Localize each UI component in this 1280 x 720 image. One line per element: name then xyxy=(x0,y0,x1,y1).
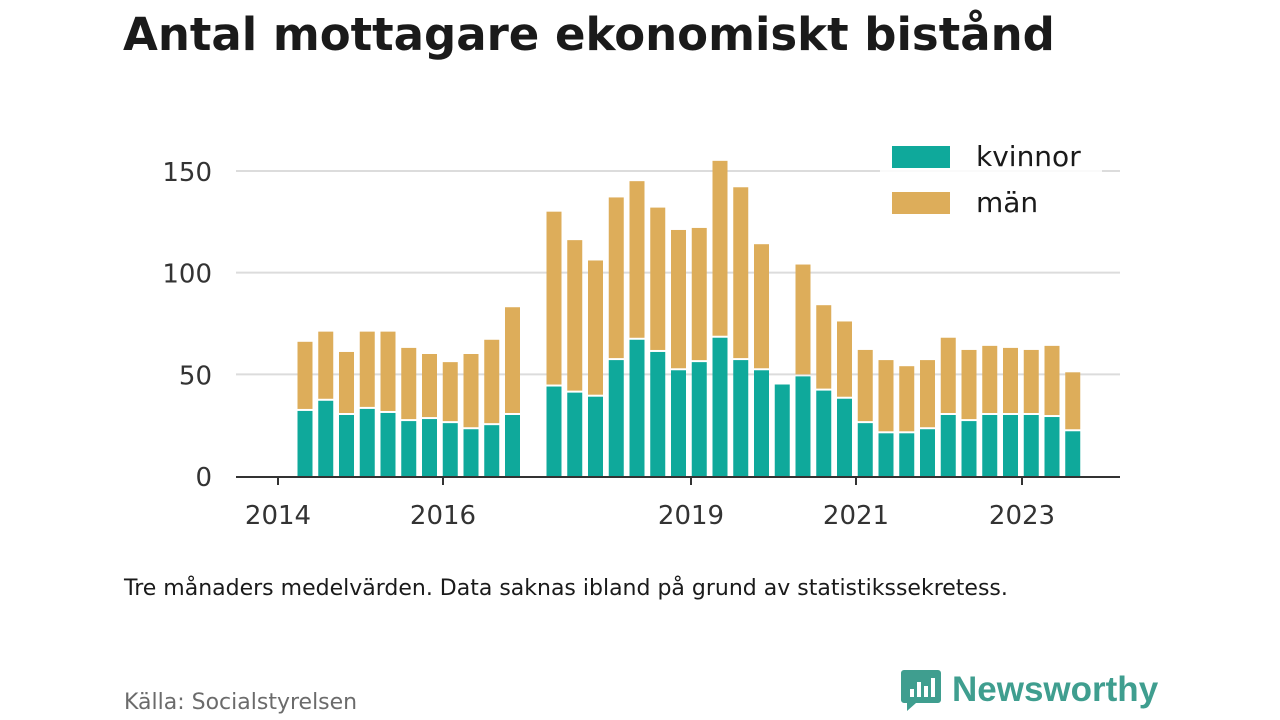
bar-kvinnor xyxy=(961,421,977,476)
bar-kvinnor xyxy=(380,412,396,476)
chart-note: Tre månaders medelvärden. Data saknas ib… xyxy=(124,576,1008,601)
bar-man xyxy=(608,197,624,359)
bar-kvinnor xyxy=(1023,415,1039,476)
bar-man xyxy=(359,331,375,407)
bar-kvinnor xyxy=(588,396,603,476)
bar-kvinnor xyxy=(940,415,956,476)
bar-man xyxy=(505,307,520,413)
legend-label: kvinnor xyxy=(976,140,1081,173)
bar-kvinnor xyxy=(359,408,375,476)
legend: kvinnor män xyxy=(880,134,1102,226)
bar-kvinnor xyxy=(754,370,769,476)
bar-man xyxy=(816,305,832,389)
y-tick-label: 150 xyxy=(162,158,212,188)
bars xyxy=(297,160,1081,476)
bar-kvinnor xyxy=(671,370,686,476)
bar-kvinnor xyxy=(505,415,520,476)
bar-man xyxy=(795,264,811,375)
bar-man xyxy=(484,339,500,424)
bar-kvinnor xyxy=(567,392,583,476)
bar-man xyxy=(857,349,873,422)
bar-man xyxy=(899,366,915,432)
bar-kvinnor xyxy=(712,337,728,476)
bar-kvinnor xyxy=(1003,415,1018,476)
bar-man xyxy=(463,354,479,428)
bar-man xyxy=(1065,372,1081,430)
bar-man xyxy=(629,181,645,338)
bar-kvinnor xyxy=(650,351,666,476)
bar-kvinnor xyxy=(857,423,873,476)
bar-kvinnor xyxy=(774,384,790,476)
bar-kvinnor xyxy=(318,400,334,476)
legend-swatch xyxy=(892,146,950,168)
source-credit: Källa: Socialstyrelsen xyxy=(124,690,358,715)
bar-man xyxy=(297,341,313,409)
bar-man xyxy=(940,337,956,413)
bar-kvinnor xyxy=(899,433,915,476)
bar-man xyxy=(546,211,562,385)
bar-man xyxy=(567,240,583,391)
x-tick-label: 2016 xyxy=(410,501,476,531)
x-tick-label: 2023 xyxy=(989,501,1055,531)
bar-man xyxy=(733,187,749,359)
bar-kvinnor xyxy=(297,410,313,476)
bar-kvinnor xyxy=(1065,431,1081,476)
bar-man xyxy=(878,360,894,432)
bar-man xyxy=(691,227,707,361)
bar-man xyxy=(1044,345,1060,416)
bar-kvinnor xyxy=(837,398,852,476)
bar-kvinnor xyxy=(608,360,624,476)
bar-kvinnor xyxy=(878,433,894,476)
y-tick-label: 50 xyxy=(179,361,212,391)
bar-man xyxy=(650,207,666,350)
bar-man xyxy=(318,331,334,399)
bar-kvinnor xyxy=(442,423,458,476)
bar-kvinnor xyxy=(816,390,832,476)
bar-man xyxy=(588,260,603,395)
brand-name: Newsworthy xyxy=(952,670,1159,709)
bar-kvinnor xyxy=(484,425,500,476)
legend-label: män xyxy=(976,186,1038,219)
bar-kvinnor xyxy=(339,415,354,476)
bar-man xyxy=(1023,349,1039,413)
bar-man xyxy=(339,351,354,413)
bar-man xyxy=(380,331,396,411)
bar-man xyxy=(671,229,686,369)
bar-man xyxy=(442,362,458,422)
x-tick-label: 2021 xyxy=(823,501,889,531)
bar-kvinnor xyxy=(1044,417,1060,476)
bar-man xyxy=(961,349,977,420)
bar-man xyxy=(712,160,728,336)
newsworthy-logo-icon xyxy=(901,670,941,711)
bar-kvinnor xyxy=(691,362,707,476)
bar-man xyxy=(920,360,935,428)
legend-swatch xyxy=(892,192,950,214)
brand-logo: Newsworthy xyxy=(900,668,1158,712)
x-tick-label: 2019 xyxy=(658,501,724,531)
x-tick-label: 2014 xyxy=(245,501,311,531)
bar-man xyxy=(754,244,769,369)
bar-man xyxy=(401,347,417,420)
y-tick-label: 100 xyxy=(162,260,212,290)
bar-kvinnor xyxy=(422,419,437,476)
bar-kvinnor xyxy=(546,386,562,476)
bar-kvinnor xyxy=(733,360,749,476)
bar-kvinnor xyxy=(463,429,479,476)
chart-title: Antal mottagare ekonomiskt bistånd xyxy=(123,8,1055,61)
bar-kvinnor xyxy=(401,421,417,476)
bar-kvinnor xyxy=(629,339,645,476)
bar-man xyxy=(982,345,998,413)
bar-man xyxy=(422,354,437,418)
bar-man xyxy=(837,321,852,397)
bar-kvinnor xyxy=(982,415,998,476)
y-tick-label: 0 xyxy=(195,463,212,493)
bar-kvinnor xyxy=(795,376,811,476)
bar-kvinnor xyxy=(920,429,935,476)
axes: 0 50 100 150 2014 2016 2019 2021 2023 xyxy=(162,158,1120,531)
bar-man xyxy=(1003,347,1018,413)
